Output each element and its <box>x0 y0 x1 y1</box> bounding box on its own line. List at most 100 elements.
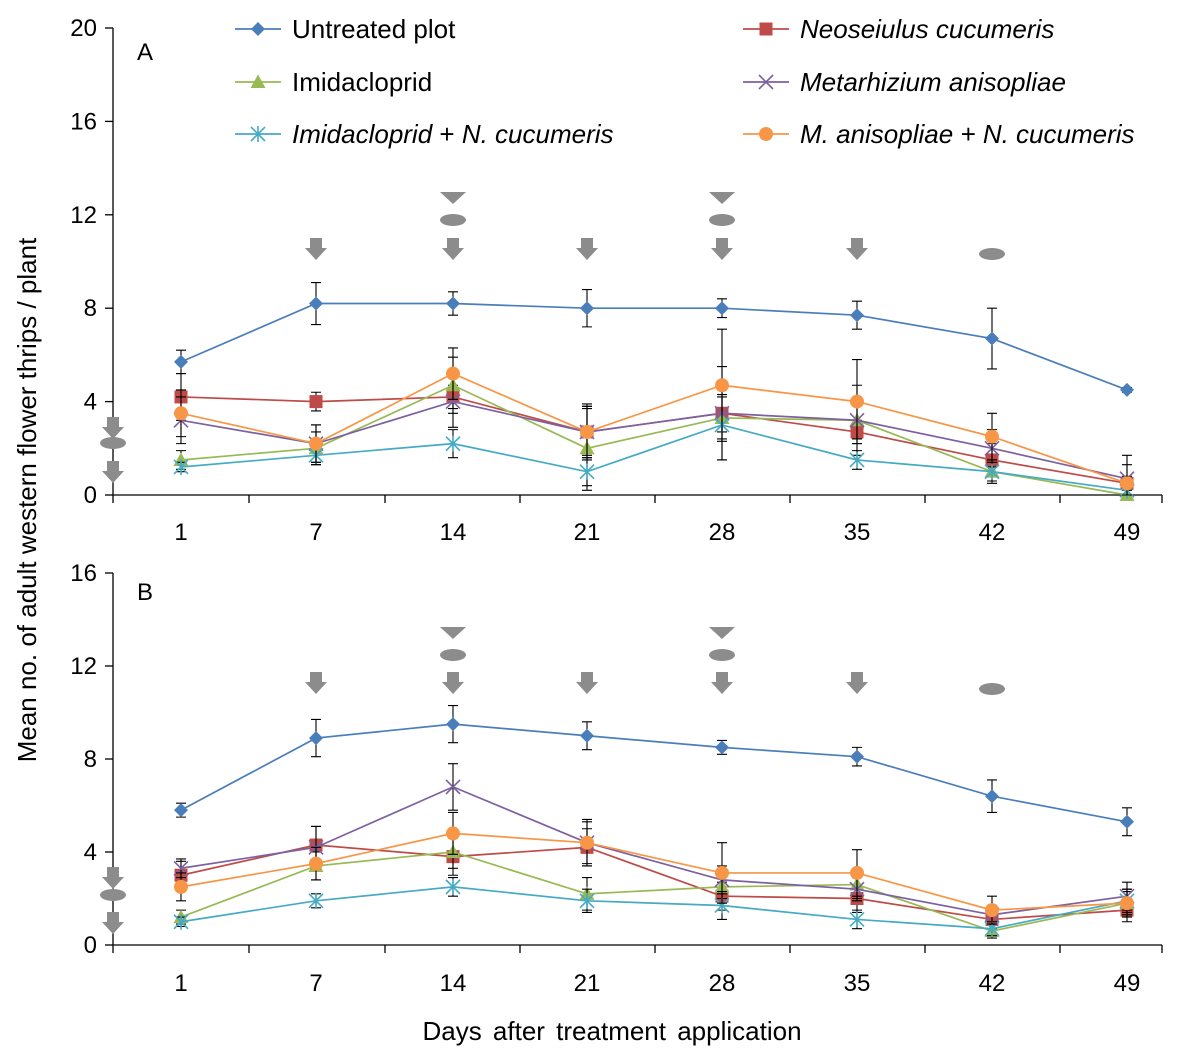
series-line <box>180 886 1128 930</box>
y-tick-label: 20 <box>70 15 97 42</box>
application-markers <box>100 627 1005 934</box>
application-arrow-marker <box>442 672 464 694</box>
y-tick-label: 4 <box>84 389 97 416</box>
x-tick-label: 7 <box>309 519 322 546</box>
data-point <box>849 451 865 468</box>
application-chevron-marker <box>440 192 466 204</box>
series-untreated-plot <box>174 704 1134 837</box>
legend-item-m-anisopliae-n-cucumeris: M. anisopliae + N. cucumeris <box>743 119 1135 149</box>
application-arrow-marker <box>846 238 868 260</box>
y-tick-label: 8 <box>84 746 97 773</box>
legend-label-part: Imidacloprid <box>292 119 434 149</box>
application-arrow-marker <box>576 238 598 260</box>
legend-label: Imidacloprid + N. cucumeris <box>292 119 614 149</box>
application-arrow-marker <box>305 238 327 260</box>
series-line <box>180 372 1128 485</box>
panel-b: B 0 4 8 12 16 1 7 14 21 28 35 42 49 <box>70 560 1163 997</box>
legend-label: Neoseiulus cucumeris <box>800 14 1054 44</box>
panel-label: A <box>137 39 153 66</box>
x-axis-label: Days after treatment application <box>422 1016 801 1046</box>
data-point <box>715 740 729 755</box>
data-point <box>1120 476 1134 491</box>
data-point <box>850 749 864 764</box>
application-ellipse-marker <box>440 649 466 661</box>
x-tick-label: 42 <box>979 970 1006 997</box>
application-ellipse-marker <box>100 437 126 449</box>
x-tick-label: 28 <box>709 970 736 997</box>
legend-label: Untreated plot <box>292 14 456 44</box>
panel-label: B <box>137 579 153 606</box>
legend: Untreated plot Neoseiulus cucumeris Imidac… <box>235 14 1135 149</box>
data-point <box>309 856 323 871</box>
data-point <box>174 354 188 369</box>
data-point <box>445 435 461 452</box>
x-tick-label: 49 <box>1114 970 1141 997</box>
data-point <box>1120 382 1134 397</box>
y-axis-label: Mean no. of adult western flower thrips … <box>12 237 42 762</box>
legend-marker <box>759 22 773 36</box>
y-tick-label: 8 <box>84 295 97 322</box>
application-ellipse-marker <box>709 214 735 226</box>
data-point <box>446 717 460 732</box>
application-ellipse-marker <box>100 889 126 901</box>
data-point <box>309 296 323 311</box>
data-point <box>173 913 189 930</box>
x-tick-label: 14 <box>440 970 467 997</box>
legend-label: Metarhizium anisopliae <box>800 67 1066 97</box>
data-point <box>309 395 323 409</box>
y-tick-label: 0 <box>84 482 97 509</box>
application-ellipse-marker <box>709 649 735 661</box>
series-line <box>180 384 1128 496</box>
data-point <box>445 779 461 795</box>
data-point <box>715 301 729 316</box>
application-chevron-marker <box>440 627 466 639</box>
series-m-anisopliae-n-cucumeris <box>174 328 1134 496</box>
data-point <box>850 394 864 409</box>
data-point <box>580 424 594 439</box>
data-point <box>445 394 461 410</box>
legend-label-part: + <box>432 119 462 149</box>
data-point <box>579 892 595 909</box>
series-untreated-plot <box>174 281 1134 397</box>
legend-label: Imidacloprid <box>292 67 432 97</box>
application-ellipse-marker <box>440 214 466 226</box>
x-tick-label: 14 <box>440 519 467 546</box>
application-arrow-marker <box>102 867 124 889</box>
y-tick-label: 16 <box>70 108 97 135</box>
data-point <box>850 865 864 880</box>
data-point <box>174 406 188 421</box>
data-point <box>1120 896 1134 911</box>
data-point <box>715 378 729 393</box>
x-tick-label: 1 <box>174 519 187 546</box>
legend-item-imidacloprid-n-cucumeris: Imidacloprid + N. cucumeris <box>235 119 614 149</box>
data-point <box>446 366 460 381</box>
legend-item-untreated-plot: Untreated plot <box>235 14 456 44</box>
data-point <box>174 879 188 894</box>
y-tick-label: 4 <box>84 839 97 866</box>
x-tick-label: 28 <box>709 519 736 546</box>
legend-item-imidacloprid: Imidacloprid <box>235 67 432 97</box>
series-m-anisopliae-n-cucumeris <box>174 811 1134 925</box>
data-point <box>850 308 864 323</box>
y-tick-label: 12 <box>70 202 97 229</box>
x-tick-label: 35 <box>844 970 871 997</box>
legend-marker <box>250 126 266 142</box>
series-line <box>180 723 1128 823</box>
series-line <box>180 844 1128 921</box>
data-point <box>308 892 324 909</box>
application-arrow-marker <box>305 672 327 694</box>
data-point <box>580 728 594 743</box>
application-arrow-marker <box>576 672 598 694</box>
y-tick-label: 12 <box>70 653 97 680</box>
data-point <box>985 903 999 918</box>
application-arrow-marker <box>442 238 464 260</box>
series-line <box>180 302 1128 391</box>
data-point <box>309 436 323 451</box>
series-line <box>180 400 1128 480</box>
data-point <box>446 826 460 841</box>
application-arrow-marker <box>102 461 124 483</box>
x-tick-label: 21 <box>574 519 601 546</box>
data-point <box>715 865 729 880</box>
data-point <box>309 731 323 746</box>
